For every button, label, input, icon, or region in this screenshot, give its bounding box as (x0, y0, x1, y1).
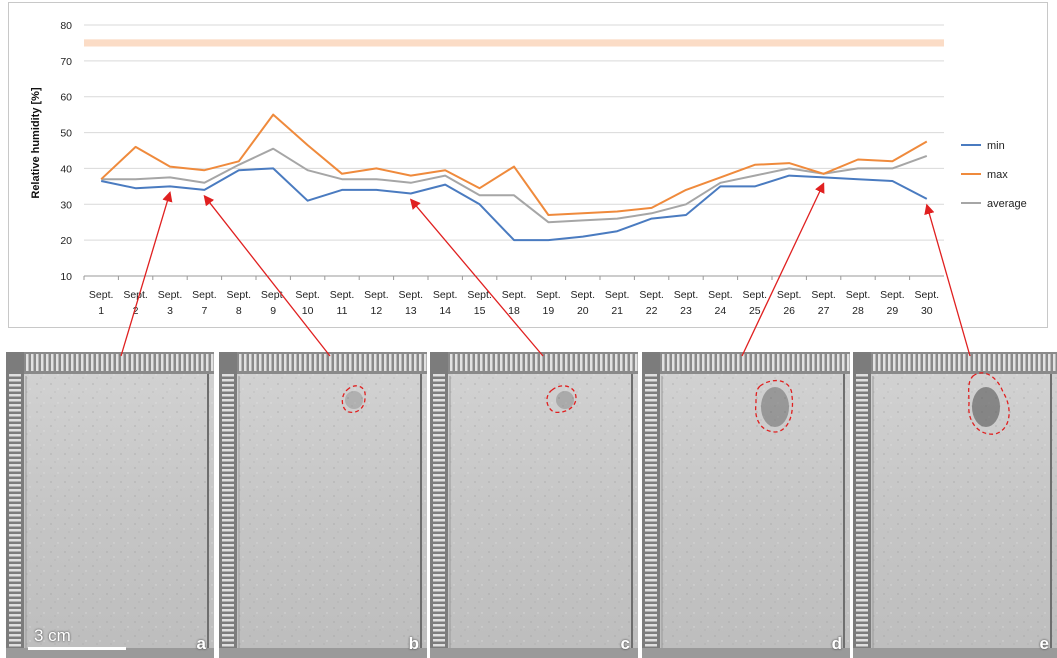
x-tick-label: 24 (715, 305, 727, 317)
x-tick-label: 10 (302, 305, 314, 317)
line-chart: 10 20 30 40 50 60 70 80 Sept. 1 Sept. 2 Sept. 3 Sept.… (30, 20, 1027, 317)
stain-outline (341, 385, 366, 414)
x-tick-label: 30 (921, 305, 933, 317)
x-tick-label: 7 (201, 305, 207, 317)
x-tick-label: 14 (439, 305, 451, 317)
reference-band (84, 39, 944, 47)
x-tick-label: 20 (577, 305, 589, 317)
y-axis-label: Relative humidity [%] (30, 87, 42, 199)
wall-photo (853, 352, 1057, 658)
y-tick-label: 40 (60, 163, 72, 175)
y-tick-label: 60 (60, 92, 72, 104)
x-tick-label-top: Sept. (743, 289, 768, 301)
chart-area: 10 20 30 40 50 60 70 80 Sept. 1 Sept. 2 Sept. 3 Sept.… (8, 2, 1048, 328)
x-tick-label: 28 (852, 305, 864, 317)
x-tick-label: 27 (818, 305, 830, 317)
x-tick-label: 26 (783, 305, 795, 317)
x-tick-label-top: Sept. (364, 289, 389, 301)
x-tick-label: 15 (474, 305, 486, 317)
x-tick-label-top: Sept. (227, 289, 252, 301)
x-tick-label-top: Sept. (639, 289, 664, 301)
x-tick-label: 1 (98, 305, 104, 317)
x-tick-label: 23 (680, 305, 692, 317)
series-line-average (101, 147, 928, 224)
moisture-stain (761, 387, 789, 427)
x-tick-label-top: Sept. (467, 289, 492, 301)
photo-panel-e: e (853, 352, 1057, 658)
x-tick-label: 25 (749, 305, 761, 317)
y-tick-label: 70 (60, 56, 72, 68)
x-tick-label-top: Sept. (158, 289, 183, 301)
photo-panel-d: d (642, 352, 850, 658)
photo-panel-c: c (430, 352, 638, 658)
x-tick-label-top: Sept. (295, 289, 320, 301)
photo-panel-b: b (219, 352, 427, 658)
x-tick-label-top: Sept. (89, 289, 114, 301)
y-tick-label: 30 (60, 199, 72, 211)
series-line-max (100, 113, 928, 216)
x-tick-label: 29 (887, 305, 899, 317)
panel-letter: a (196, 634, 206, 653)
x-tick-label-top: Sept. (192, 289, 217, 301)
x-tick-label: 11 (337, 305, 348, 317)
panel-letter: b (408, 634, 419, 653)
scale-bar-label: 3 cm (34, 626, 71, 645)
x-tick-label: 3 (167, 305, 173, 317)
moisture-stain (556, 391, 574, 409)
wall-photo (430, 352, 638, 658)
legend-label-average: average (987, 198, 1027, 210)
x-tick-label: 9 (270, 305, 276, 317)
stain-outline (546, 385, 577, 414)
x-tick-label-top: Sept. (880, 289, 905, 301)
x-tick-label: 8 (236, 305, 242, 317)
x-tick-label: 22 (646, 305, 658, 317)
x-tick-label-top: Sept. (846, 289, 871, 301)
legend-label-min: min (987, 140, 1005, 152)
legend-label-max: max (987, 169, 1008, 181)
x-tick-label-top: Sept. (811, 289, 836, 301)
x-tick-label: 12 (371, 305, 383, 317)
x-tick-label: 2 (133, 305, 139, 317)
panel-letter: e (1039, 634, 1049, 653)
y-tick-label: 20 (60, 235, 72, 247)
panel-letter: d (831, 634, 842, 653)
x-tick-label: 13 (405, 305, 417, 317)
x-tick-label: 18 (508, 305, 520, 317)
scale-bar (28, 647, 126, 650)
y-tick-label: 80 (60, 20, 72, 32)
wall-photo (6, 352, 214, 658)
x-tick-label-top: Sept. (330, 289, 355, 301)
x-tick-label-top: Sept. (708, 289, 733, 301)
moisture-stain (345, 391, 363, 409)
legend: min max average (961, 140, 1027, 210)
wall-photo (642, 352, 850, 658)
x-tick-label-top: Sept. (777, 289, 802, 301)
x-tick-label: 19 (543, 305, 555, 317)
x-tick-label-top: Sept. (123, 289, 148, 301)
x-tick-label-top: Sept. (674, 289, 699, 301)
photo-panel-a: a 3 cm (6, 352, 214, 658)
x-tick-label-top: Sept. (433, 289, 458, 301)
x-tick-label-top: Sept. (915, 289, 940, 301)
x-tick-label-top: Sept. (502, 289, 527, 301)
panel-letter: c (620, 634, 630, 653)
x-tick-label: 21 (611, 305, 623, 317)
x-tick-label-top: Sept. (399, 289, 424, 301)
x-tick-label-top: Sept. (261, 289, 286, 301)
moisture-stain (972, 387, 1000, 427)
x-tick-label-top: Sept. (571, 289, 596, 301)
wall-photo (219, 352, 427, 658)
y-tick-label: 10 (60, 271, 72, 283)
x-tick-label-top: Sept. (536, 289, 561, 301)
stain-outline (754, 379, 794, 433)
x-tick-label-top: Sept. (605, 289, 630, 301)
y-tick-label: 50 (60, 128, 72, 140)
